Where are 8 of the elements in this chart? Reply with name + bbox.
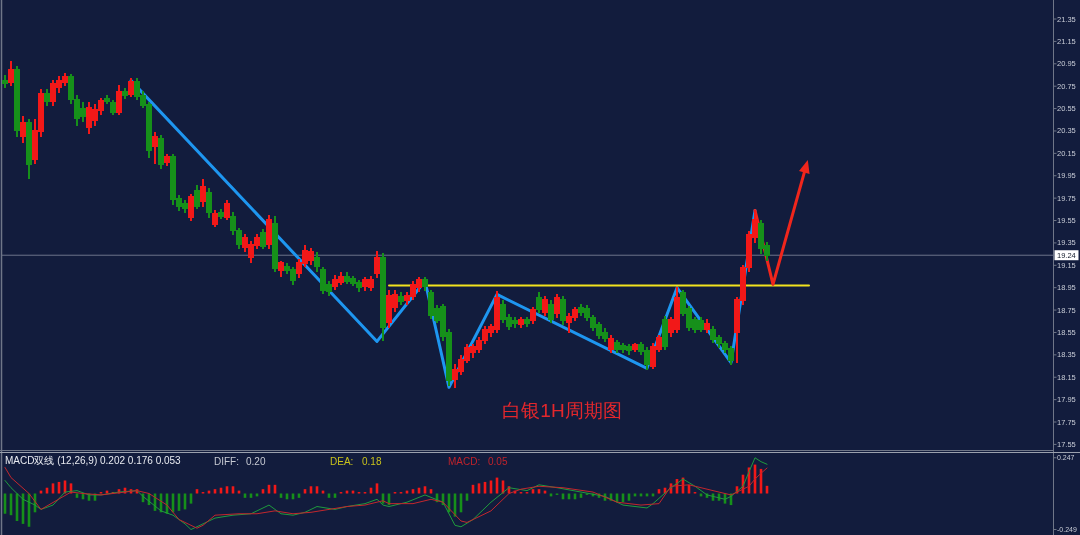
chart-title: MACD双线 (12,26,9) 0.202 0.176 0.053 — [5, 455, 182, 466]
annotation: 0.05 — [488, 456, 508, 467]
annotation: DEA: — [330, 456, 354, 467]
annotation: 0.20 — [246, 456, 266, 467]
annotation: DIFF: — [214, 456, 239, 467]
annotation: MACD: — [448, 456, 481, 467]
annotation: 0.18 — [362, 456, 382, 467]
text: 白银1H周期图 — [502, 400, 622, 421]
